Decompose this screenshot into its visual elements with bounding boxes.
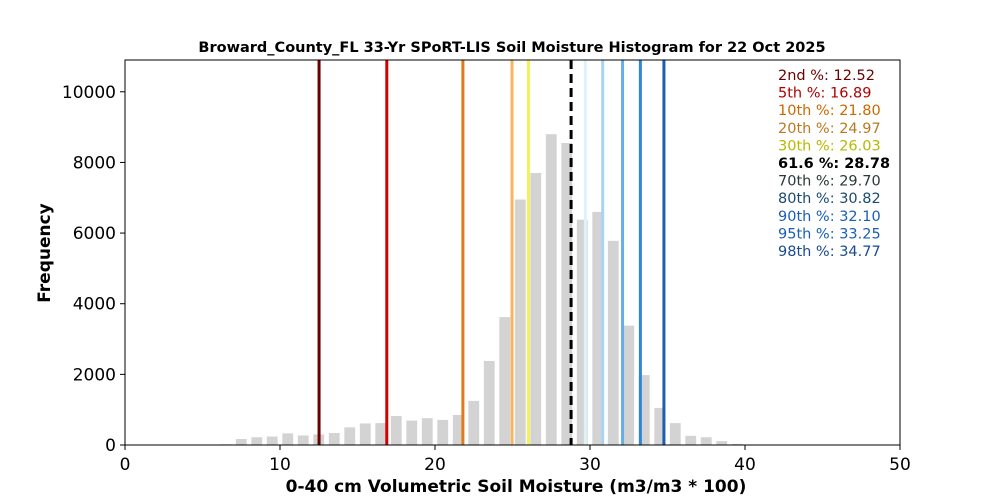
histogram-bar: [685, 435, 697, 445]
histogram-bar: [437, 419, 449, 445]
plot-frame: [124, 59, 901, 446]
histogram-bar: [514, 199, 526, 445]
histogram-bar: [700, 437, 712, 445]
percentile-lines: [317, 60, 666, 445]
histogram-bar: [731, 443, 743, 445]
histogram-bar: [328, 432, 340, 445]
histogram-bar: [266, 436, 278, 445]
histogram-bar: [452, 414, 464, 445]
histogram-bar: [716, 441, 728, 445]
y-tick-label: 10000: [62, 83, 116, 103]
histogram-bar: [344, 427, 356, 445]
histogram-bar: [592, 211, 604, 445]
histogram-bar: [499, 317, 511, 445]
x-tick-label: 10: [269, 455, 291, 475]
x-tick-label: 20: [424, 455, 446, 475]
y-tick-label: 4000: [73, 295, 116, 315]
histogram-bar: [235, 438, 247, 445]
percentile-label: 98th %: 34.77: [778, 244, 881, 260]
histogram-bar: [638, 375, 650, 445]
histogram-bar: [530, 173, 542, 445]
histogram-bar: [576, 219, 588, 445]
percentile-label: 10th %: 21.80: [778, 103, 881, 119]
percentile-label: 95th %: 33.25: [778, 226, 881, 242]
histogram-bar: [623, 325, 635, 445]
histogram-bar: [468, 400, 480, 445]
y-tick-label: 8000: [73, 153, 116, 173]
histogram-bars: [220, 134, 759, 446]
y-tick-label: 6000: [73, 224, 116, 244]
histogram-bar: [359, 423, 371, 445]
x-axis-label: 0-40 cm Volumetric Soil Moisture (m3/m3 …: [286, 477, 747, 497]
percentile-label: 20th %: 24.97: [778, 121, 881, 137]
chart-title: Broward_County_FL 33-Yr SPoRT-LIS Soil M…: [198, 40, 825, 56]
histogram-bar: [251, 437, 263, 445]
histogram-bar: [607, 240, 619, 445]
histogram-bar: [561, 143, 573, 446]
histogram-bar: [654, 407, 666, 445]
percentile-label: 90th %: 32.10: [778, 209, 881, 225]
percentile-label: 70th %: 29.70: [778, 174, 881, 190]
x-tick-label: 50: [889, 455, 911, 475]
percentile-label: 5th %: 16.89: [778, 86, 872, 102]
y-tick-label: 2000: [73, 365, 116, 385]
y-axis-ticks: 0 2000 4000 6000 8000 10000: [62, 83, 125, 456]
x-tick-label: 0: [120, 455, 131, 475]
histogram-bar: [297, 435, 309, 445]
histogram-bar: [375, 423, 387, 445]
histogram-bar: [669, 423, 681, 445]
histogram-bar: [390, 416, 402, 445]
y-axis-label: Frequency: [35, 203, 55, 303]
x-tick-label: 40: [734, 455, 756, 475]
x-tick-label: 30: [579, 455, 601, 475]
histogram-bar: [483, 360, 495, 445]
percentile-label: 2nd %: 12.52: [778, 68, 875, 84]
histogram-bar: [545, 134, 557, 445]
histogram-bar: [421, 418, 433, 445]
percentile-label: 61.6 %: 28.78: [778, 156, 890, 172]
histogram-bar: [282, 433, 294, 445]
percentile-label: 80th %: 30.82: [778, 191, 881, 207]
x-axis-ticks: 0 10 20 30 40 50: [120, 445, 911, 475]
histogram-bar: [406, 420, 418, 445]
percentile-label: 30th %: 26.03: [778, 138, 881, 154]
y-tick-label: 0: [105, 436, 116, 456]
